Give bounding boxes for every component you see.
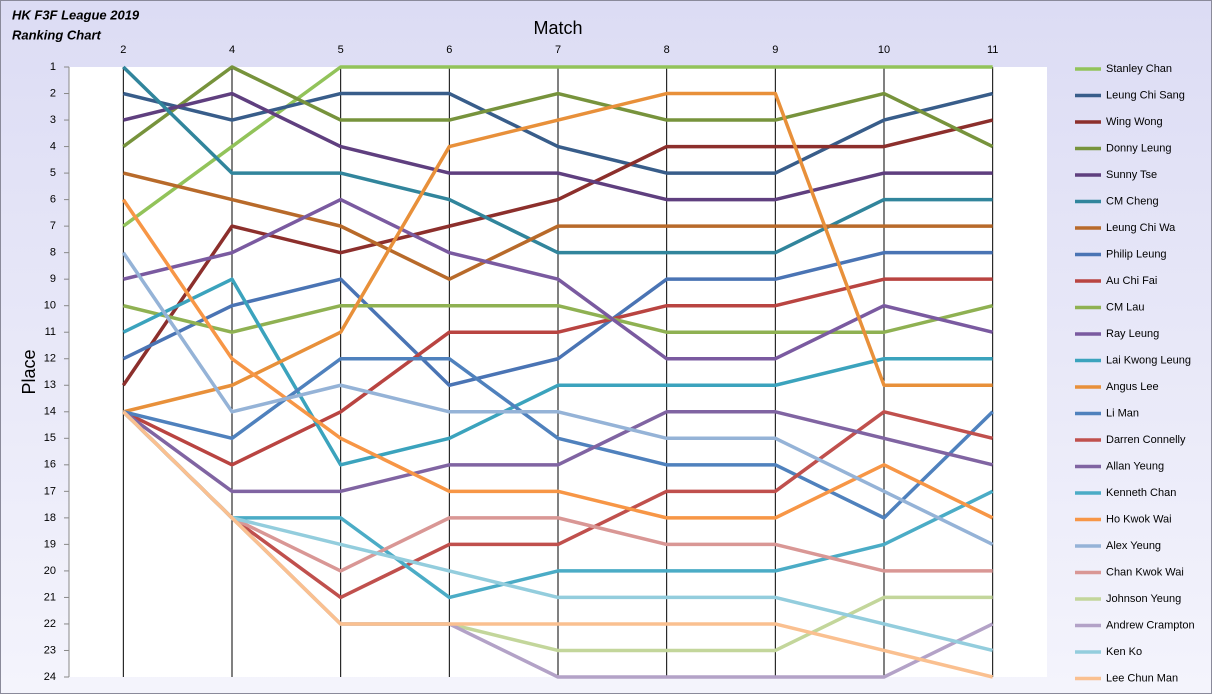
y-tick-label: 4 <box>50 140 56 152</box>
series-line <box>122 410 994 679</box>
legend-label: Wing Wong <box>1106 116 1163 128</box>
series-line <box>122 356 994 520</box>
y-tick-label: 1 <box>50 61 56 73</box>
x-tick-label: 2 <box>120 44 126 56</box>
legend-label: Donny Leung <box>1106 142 1171 154</box>
y-tick-label: 9 <box>50 273 56 285</box>
legend-label: Stanley Chan <box>1106 63 1172 75</box>
legend-label: Angus Lee <box>1106 381 1159 393</box>
series-line <box>121 198 994 520</box>
x-tick-label: 8 <box>664 44 670 56</box>
y-tick-label: 21 <box>44 591 56 603</box>
series-line <box>122 171 993 281</box>
y-tick-label: 14 <box>44 406 56 418</box>
y-tick-label: 11 <box>45 326 56 338</box>
legend-label: Leung Chi Sang <box>1106 89 1185 101</box>
legend-label: CM Lau <box>1106 301 1145 313</box>
legend-label: Leung Chi Wa <box>1106 222 1176 234</box>
series-line <box>122 91 993 414</box>
series-line <box>122 410 994 600</box>
y-tick-label: 8 <box>50 247 56 259</box>
legend-label: Sunny Tse <box>1106 169 1157 181</box>
legend-label: Alex Yeung <box>1106 540 1161 552</box>
y-tick-label: 23 <box>44 644 56 656</box>
legend-label: Andrew Crampton <box>1106 619 1195 631</box>
y-tick-label: 3 <box>50 114 56 126</box>
chart-title: HK F3F League 2019 <box>12 7 140 22</box>
legend-label: Johnson Yeung <box>1106 593 1181 605</box>
legend-label: Lai Kwong Leung <box>1106 354 1191 366</box>
legend-label: Chan Kwok Wai <box>1106 566 1184 578</box>
y-tick-label: 18 <box>44 512 56 524</box>
series-line <box>122 65 993 255</box>
legend-label: Ken Ko <box>1106 646 1142 658</box>
series-line <box>122 277 993 467</box>
legend-label: Lee Chun Man <box>1106 672 1178 684</box>
y-tick-label: 15 <box>44 432 56 444</box>
legend-label: Ho Kwok Wai <box>1106 513 1172 525</box>
series-line <box>122 410 994 494</box>
x-tick-label: 5 <box>338 44 344 56</box>
series-line <box>121 251 994 546</box>
x-axis-title: Match <box>533 18 582 38</box>
legend-label: CM Cheng <box>1106 195 1159 207</box>
legend-label: Li Man <box>1106 407 1139 419</box>
legend-label: Darren Connelly <box>1106 434 1186 446</box>
series-line <box>122 250 993 388</box>
y-tick-label: 24 <box>44 671 56 683</box>
y-tick-label: 22 <box>44 618 56 630</box>
legend-label: Ray Leung <box>1106 328 1159 340</box>
legend-label: Au Chi Fai <box>1106 275 1157 287</box>
y-axis-title: Place <box>19 349 39 394</box>
y-tick-label: 20 <box>44 565 56 577</box>
series-line <box>122 303 994 334</box>
y-tick-label: 7 <box>50 220 56 232</box>
y-tick-label: 5 <box>50 167 56 179</box>
x-tick-label: 11 <box>987 44 998 56</box>
x-tick-label: 9 <box>772 44 778 56</box>
y-tick-label: 16 <box>44 459 56 471</box>
legend-label: Allan Yeung <box>1106 460 1164 472</box>
y-tick-label: 12 <box>44 353 56 365</box>
y-tick-label: 19 <box>44 538 56 550</box>
series-line <box>122 410 994 653</box>
y-tick-label: 2 <box>50 87 56 99</box>
series-line <box>122 410 993 573</box>
x-tick-label: 6 <box>446 44 452 56</box>
series-line <box>122 65 993 228</box>
series-line <box>122 91 993 202</box>
y-tick-label: 6 <box>50 194 56 206</box>
legend-label: Philip Leung <box>1106 248 1167 260</box>
x-tick-label: 7 <box>555 44 561 56</box>
legend-label: Kenneth Chan <box>1106 487 1176 499</box>
series-line <box>122 410 994 600</box>
y-tick-label: 17 <box>44 485 56 497</box>
chart-subtitle: Ranking Chart <box>12 27 102 42</box>
y-tick-label: 10 <box>44 300 56 312</box>
series-line <box>122 65 994 149</box>
x-tick-label: 10 <box>878 44 890 56</box>
series-line <box>122 197 994 361</box>
x-tick-label: 4 <box>229 44 235 56</box>
y-tick-label: 13 <box>44 379 56 391</box>
